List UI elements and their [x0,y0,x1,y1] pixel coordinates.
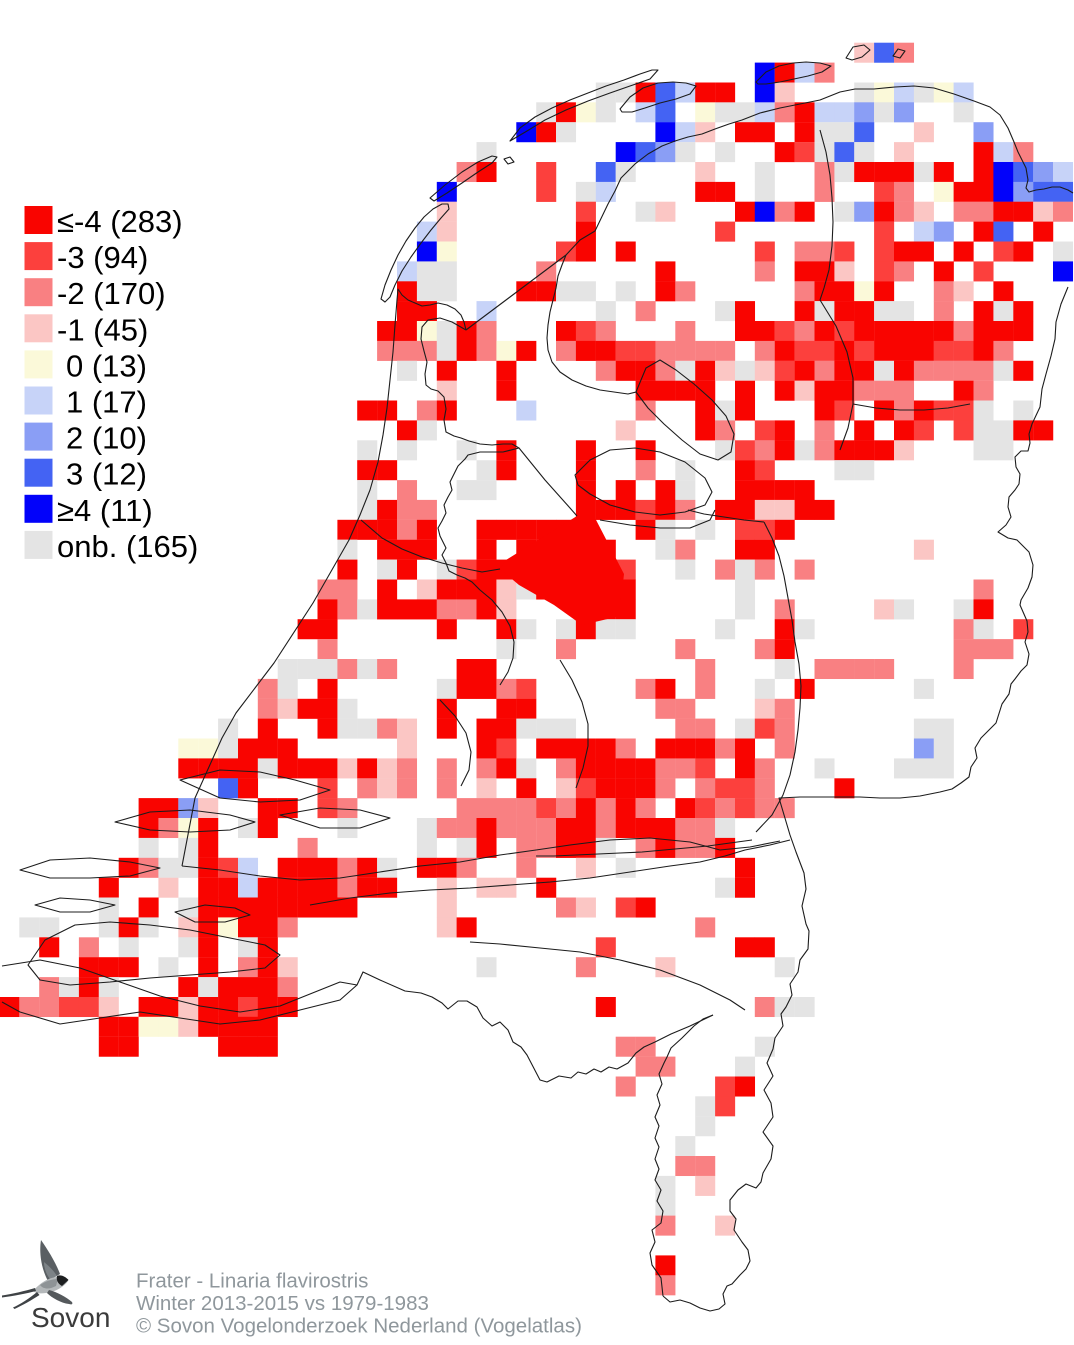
svg-text:-3 (94): -3 (94) [57,240,148,275]
svg-text:-1 (45): -1 (45) [57,312,148,347]
svg-text:Sovon: Sovon [31,1302,110,1333]
svg-text:Frater - Linaria flavirostris: Frater - Linaria flavirostris [136,1270,368,1293]
svg-text:≤-4 (283): ≤-4 (283) [57,204,183,239]
svg-text:onb. (165): onb. (165) [57,529,198,564]
svg-text:© Sovon Vogelonderzoek Nederla: © Sovon Vogelonderzoek Nederland (Vogela… [136,1315,582,1338]
svg-text:3 (12): 3 (12) [66,457,147,492]
svg-text:Winter 2013-2015 vs 1979-1983: Winter 2013-2015 vs 1979-1983 [136,1292,429,1315]
svg-text:≥4 (11): ≥4 (11) [57,493,153,528]
svg-text:2 (10): 2 (10) [66,421,147,456]
svg-text:1 (17): 1 (17) [66,385,147,420]
svg-text:-2 (170): -2 (170) [57,276,166,311]
svg-text:0 (13): 0 (13) [66,348,147,383]
